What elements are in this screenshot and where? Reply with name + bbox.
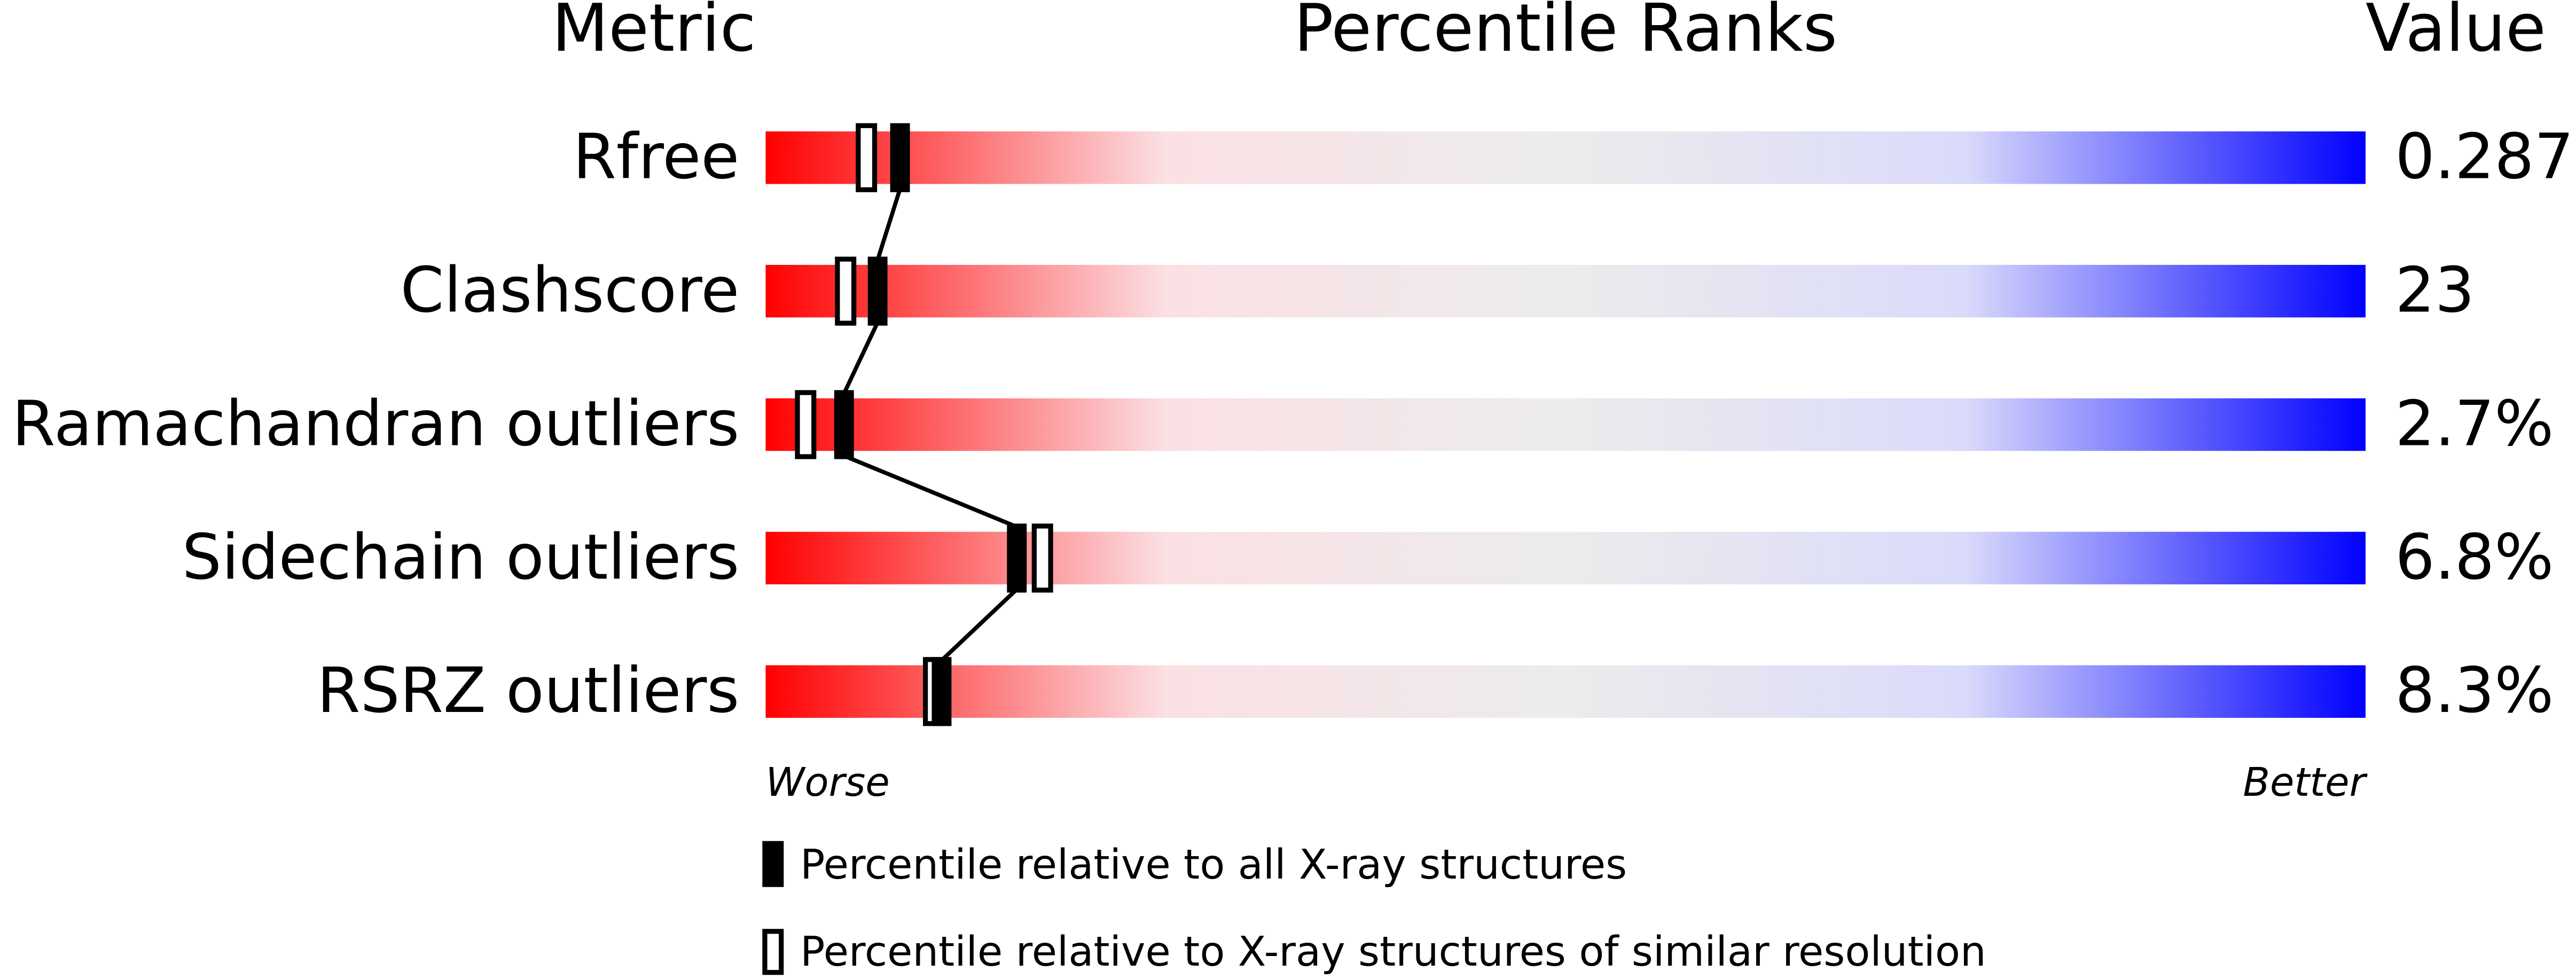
column-header: Percentile Ranks [1294,0,1837,67]
metric-value: 6.8% [2395,521,2554,593]
column-header: Value [2366,0,2546,67]
connector-line [842,188,1019,662]
metric-value: 8.3% [2395,654,2554,727]
rank-bar [765,131,2366,184]
worse-label: Worse [765,759,889,805]
open-marker [856,123,878,192]
rank-bar [765,665,2366,718]
metric-label: Ramachandran outliers [12,387,739,460]
open-marker [795,390,817,459]
rank-bar [765,398,2366,451]
metric-value: 2.7% [2395,387,2554,460]
open-marker [1031,523,1053,593]
metric-label: Rfree [573,121,740,193]
metric-value: 0.287 [2395,121,2574,193]
column-header: Metric [552,0,756,67]
metric-label: Sidechain outliers [182,521,739,593]
filled-marker [1007,523,1027,593]
rank-bar [765,264,2366,318]
metric-label: RSRZ outliers [317,654,739,727]
legend-swatch [762,841,784,887]
filled-marker [834,390,854,459]
metric-value: 23 [2395,254,2475,327]
better-label: Better [2243,759,2368,805]
rank-bar [765,531,2366,585]
filled-marker [867,256,888,326]
legend-label: Percentile relative to all X-ray structu… [800,841,1627,889]
legend-label: Percentile relative to X-ray structures … [800,928,1986,976]
filled-marker [931,657,952,726]
legend-swatch [762,929,784,975]
filled-marker [890,123,910,192]
open-marker [835,256,857,326]
metric-label: Clashscore [401,254,740,327]
